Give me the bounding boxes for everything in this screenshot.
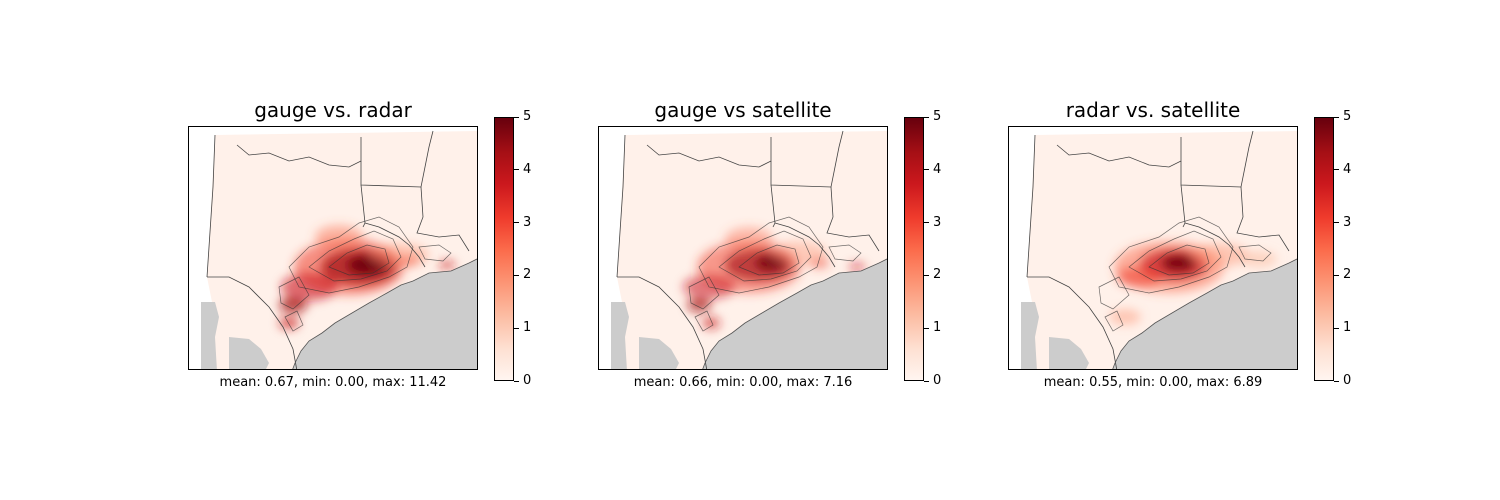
colorbar-tick-label: 2 — [523, 268, 531, 282]
heat-blob — [725, 227, 773, 251]
heat-blob — [281, 273, 337, 301]
colorbar-tick — [1334, 381, 1339, 382]
panel-title: gauge vs. radar — [188, 98, 478, 122]
stats-text: mean: 0.67, min: 0.00, max: 11.42 — [168, 375, 498, 390]
panel-title: radar vs. satellite — [1008, 98, 1298, 122]
colorbar-tick-label: 2 — [933, 268, 941, 282]
colorbar-tick — [1334, 328, 1339, 329]
heat-blob — [279, 297, 307, 313]
colorbar-tick-label: 0 — [933, 374, 941, 388]
colorbar-tick — [514, 222, 519, 223]
colorbar-tick — [514, 328, 519, 329]
colorbar-tick-label: 5 — [1343, 110, 1351, 124]
heatmap-map — [1008, 126, 1298, 370]
colorbar-tick — [924, 222, 929, 223]
colorbar-tick — [924, 169, 929, 170]
colorbar-tick — [514, 169, 519, 170]
colorbar-tick — [514, 117, 519, 118]
colorbar-tick — [514, 275, 519, 276]
colorbar — [1314, 117, 1334, 381]
colorbar-tick — [1334, 117, 1339, 118]
colorbar-tick — [514, 381, 519, 382]
colorbar-tick-label: 4 — [933, 163, 941, 177]
heat-blob — [702, 317, 720, 329]
heat-blob — [439, 261, 455, 269]
colorbar-tick — [1334, 222, 1339, 223]
heat-blob — [279, 317, 299, 329]
colorbar-tick — [1334, 275, 1339, 276]
colorbar-tick-label: 1 — [1343, 321, 1351, 335]
colorbar-tick-label: 5 — [523, 110, 531, 124]
colorbar-tick — [924, 381, 929, 382]
panel-radar-vs-satellite: radar vs. satellite mean: 0.55, min: 0.0… — [1008, 0, 1368, 500]
colorbar-tick-label: 2 — [1343, 268, 1351, 282]
heatmap-map — [598, 126, 888, 370]
heatmap-map — [188, 126, 478, 370]
heat-blob — [1109, 309, 1141, 325]
colorbar — [494, 117, 514, 381]
map-svg — [599, 127, 888, 370]
colorbar-tick-label: 3 — [1343, 216, 1351, 230]
colorbar-tick-label: 4 — [523, 163, 531, 177]
stats-text: mean: 0.66, min: 0.00, max: 7.16 — [578, 375, 908, 390]
colorbar-tick-label: 4 — [1343, 163, 1351, 177]
colorbar-tick — [924, 275, 929, 276]
colorbar-tick-label: 1 — [933, 321, 941, 335]
colorbar-tick-label: 3 — [523, 216, 531, 230]
colorbar-tick-label: 3 — [933, 216, 941, 230]
panel-gauge-vs-satellite: gauge vs satellite mean: 0.66, min: 0.00… — [598, 0, 958, 500]
panel-gauge-vs-radar: gauge vs. radar mean: 0.67, min: 0.00, m… — [188, 0, 548, 500]
heat-blob — [1117, 267, 1161, 287]
colorbar-tick-label: 1 — [523, 321, 531, 335]
colorbar-tick-label: 0 — [1343, 374, 1351, 388]
colorbar-tick — [924, 117, 929, 118]
map-svg — [1009, 127, 1298, 370]
panel-title: gauge vs satellite — [598, 98, 888, 122]
colorbar-tick-label: 5 — [933, 110, 941, 124]
colorbar-tick — [924, 328, 929, 329]
colorbar-tick — [1334, 169, 1339, 170]
colorbar — [904, 117, 924, 381]
colorbar-tick-label: 0 — [523, 374, 531, 388]
stats-text: mean: 0.55, min: 0.00, max: 6.89 — [988, 375, 1318, 390]
map-svg — [189, 127, 478, 370]
heat-blob — [849, 263, 865, 271]
